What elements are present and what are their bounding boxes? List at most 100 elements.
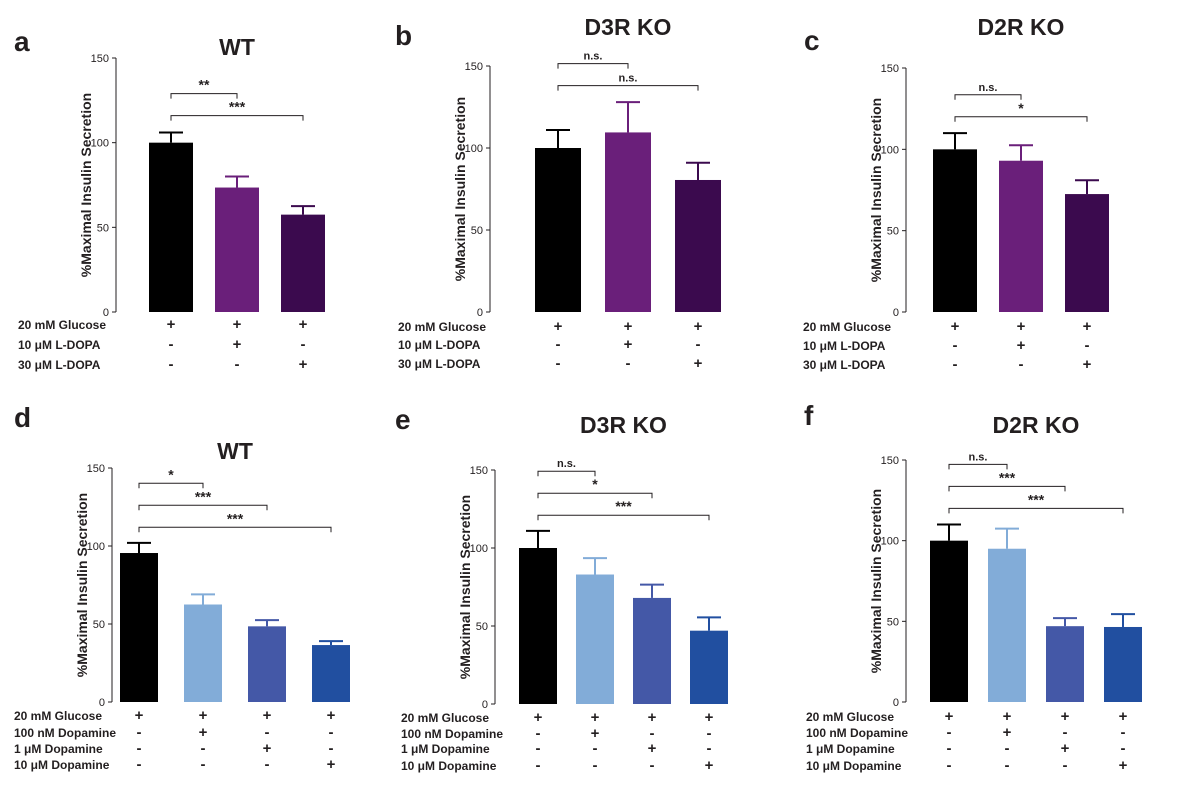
y-tick-label: 150 <box>91 53 109 65</box>
y-tick-label: 0 <box>103 307 109 319</box>
y-tick-label: 50 <box>887 616 899 628</box>
significance-bracket <box>557 85 699 91</box>
bar <box>149 142 193 312</box>
condition-plus: + <box>1002 724 1012 741</box>
significance-bracket <box>138 526 332 533</box>
condition-plus: + <box>1016 318 1026 335</box>
condition-label: 100 nM Dopamine <box>14 726 117 740</box>
condition-plus: + <box>326 707 336 724</box>
significance-label: n.s. <box>969 451 988 463</box>
y-tick-label: 50 <box>476 621 488 633</box>
chart-plot: 0 50 100 150 n.s. *** *** <box>881 451 1142 709</box>
y-tick-label: 150 <box>465 61 483 73</box>
y-tick-label: 150 <box>470 465 488 477</box>
condition-minus: - <box>535 740 541 757</box>
condition-minus: - <box>592 757 598 774</box>
significance-bracket <box>948 463 1008 470</box>
y-tick-label: 100 <box>881 144 899 156</box>
bar <box>215 187 259 312</box>
condition-plus: + <box>1118 757 1128 774</box>
y-tick-label: 100 <box>91 138 109 150</box>
condition-minus: - <box>649 757 655 774</box>
condition-plus: + <box>944 708 954 725</box>
condition-plus: + <box>693 355 703 372</box>
condition-label: 1 μM Dopamine <box>401 742 490 756</box>
condition-label: 10 μM L-DOPA <box>803 339 886 353</box>
significance-bracket <box>537 492 653 499</box>
significance-bracket <box>170 93 238 99</box>
condition-label: 10 μM L-DOPA <box>18 338 101 352</box>
condition-plus: + <box>198 724 208 741</box>
condition-minus: - <box>555 336 561 353</box>
condition-minus: - <box>1062 757 1068 774</box>
y-tick-label: 50 <box>887 226 899 238</box>
panel-letter: b <box>395 20 413 51</box>
significance-bracket <box>954 94 1022 100</box>
condition-label: 30 μM L-DOPA <box>398 357 481 371</box>
significance-label: *** <box>227 510 244 526</box>
bar <box>930 540 968 702</box>
condition-minus: - <box>136 740 142 757</box>
condition-plus: + <box>232 336 242 353</box>
condition-label: 10 μM L-DOPA <box>398 338 481 352</box>
condition-minus: - <box>264 724 270 741</box>
bar <box>690 630 728 704</box>
chart-panel-d: d WT %Maximal Insulin Secretion 0 50 100 150 * *… <box>0 390 380 786</box>
condition-label: 1 μM Dopamine <box>14 742 103 756</box>
condition-minus: - <box>300 336 306 353</box>
condition-minus: - <box>264 756 270 773</box>
chart-plot: 0 50 100 150 n.s. n.s. <box>465 51 721 319</box>
condition-plus: + <box>1002 708 1012 725</box>
condition-label: 10 μM Dopamine <box>806 759 902 773</box>
condition-plus: + <box>950 318 960 335</box>
y-tick-label: 100 <box>87 541 105 553</box>
condition-plus: + <box>298 356 308 373</box>
condition-minus: - <box>1120 740 1126 757</box>
significance-label: ** <box>199 77 210 93</box>
bar <box>633 597 671 704</box>
condition-minus: - <box>946 740 952 757</box>
chart-panel-c: c D2R KO %Maximal Insulin Secretion 0 50 100 1… <box>800 0 1180 396</box>
condition-minus: - <box>328 740 334 757</box>
condition-minus: - <box>1062 724 1068 741</box>
condition-label: 1 μM Dopamine <box>806 742 895 756</box>
condition-plus: + <box>198 707 208 724</box>
condition-minus: - <box>695 336 701 353</box>
condition-plus: + <box>533 709 543 726</box>
condition-minus: - <box>555 355 561 372</box>
panel-letter: a <box>14 26 30 57</box>
bar <box>576 574 614 704</box>
y-tick-label: 0 <box>99 697 105 709</box>
y-tick-label: 100 <box>881 536 899 548</box>
significance-bracket <box>557 63 629 69</box>
y-tick-label: 50 <box>93 619 105 631</box>
panel-letter: e <box>395 404 411 435</box>
condition-label: 20 mM Glucose <box>803 320 892 334</box>
bar <box>1065 194 1109 312</box>
condition-label: 20 mM Glucose <box>806 710 895 724</box>
condition-plus: + <box>262 707 272 724</box>
condition-minus: - <box>1004 740 1010 757</box>
significance-label: *** <box>195 488 212 504</box>
condition-minus: - <box>946 724 952 741</box>
y-tick-label: 0 <box>482 699 488 711</box>
y-tick-label: 100 <box>470 543 488 555</box>
condition-label: 20 mM Glucose <box>14 709 103 723</box>
y-tick-label: 0 <box>893 697 899 709</box>
bar <box>248 626 286 702</box>
condition-minus: - <box>200 740 206 757</box>
significance-label: * <box>168 466 174 482</box>
bar <box>675 179 721 312</box>
condition-label: 100 nM Dopamine <box>806 726 909 740</box>
significance-bracket <box>948 485 1066 492</box>
condition-label: 20 mM Glucose <box>401 711 490 725</box>
chart-panel-e: e D3R KO %Maximal Insulin Secretion 0 50 100 1… <box>395 390 775 786</box>
bar <box>120 553 158 702</box>
condition-minus: - <box>168 356 174 373</box>
panel-letter: d <box>14 402 32 433</box>
condition-label: 30 μM L-DOPA <box>18 358 101 372</box>
bar <box>535 148 581 312</box>
condition-plus: + <box>590 725 600 742</box>
